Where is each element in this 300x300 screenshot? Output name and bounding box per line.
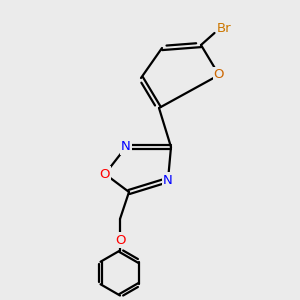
Text: N: N xyxy=(163,173,173,187)
Text: Br: Br xyxy=(217,22,232,35)
Text: O: O xyxy=(115,233,125,247)
Text: O: O xyxy=(100,167,110,181)
Text: N: N xyxy=(121,140,131,154)
Text: O: O xyxy=(214,68,224,82)
